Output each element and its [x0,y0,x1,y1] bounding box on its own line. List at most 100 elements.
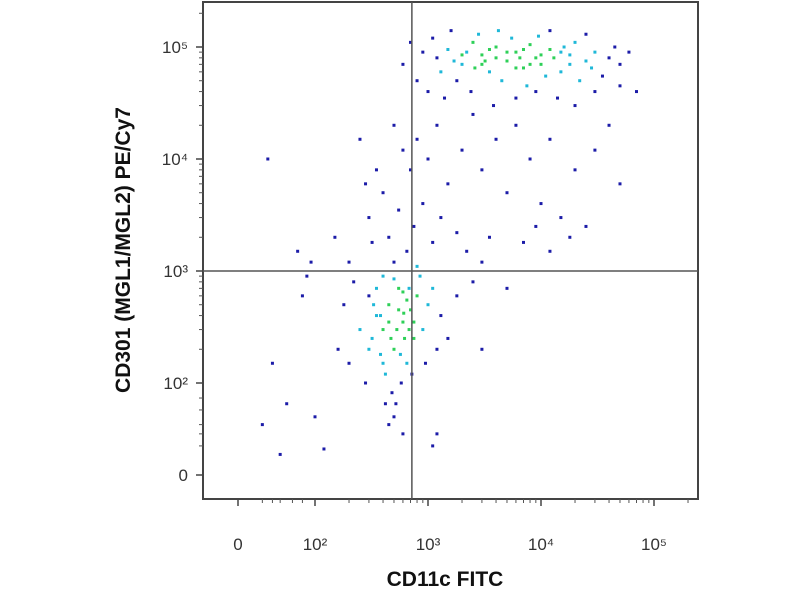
data-point [618,62,622,66]
y-tick-label: 10² [163,374,188,393]
data-point [568,62,572,66]
data-point [539,53,543,57]
data-point [548,47,552,51]
data-point [607,56,611,60]
data-point [374,168,378,172]
x-tick-label: 10² [303,535,328,554]
data-point [431,36,435,40]
data-point [510,36,514,40]
data-point [431,444,435,448]
data-point [446,47,450,51]
data-point [556,96,560,100]
data-point [423,361,427,365]
data-point [528,43,532,47]
data-point [405,249,409,253]
data-point [590,66,594,70]
data-point [584,59,588,63]
data-point [260,423,264,427]
data-point [412,336,416,340]
data-point [528,157,532,161]
data-point [514,123,518,127]
data-point [494,137,498,141]
data-point [539,62,543,66]
data-point [379,352,383,356]
data-point [449,29,453,33]
data-point [383,372,387,376]
data-point [421,202,425,206]
y-tick-label: 10⁴ [162,150,188,169]
data-point [370,336,374,340]
data-point [573,40,577,44]
data-point [460,53,464,57]
data-point [364,182,368,186]
data-point [573,104,577,108]
data-point [408,168,412,172]
data-point [521,240,525,244]
data-point [460,148,464,152]
data-point [494,45,498,49]
data-point [305,274,309,278]
data-point [536,34,540,38]
data-point [392,415,396,419]
data-point [483,59,487,63]
data-point [426,90,430,94]
data-point [270,361,274,365]
data-point [322,447,326,451]
data-point [562,45,566,49]
data-point [418,274,422,278]
data-point [452,59,456,63]
data-point [559,70,563,74]
data-point [627,50,631,54]
data-point [439,314,443,318]
data-point [313,415,317,419]
data-point [439,216,443,220]
data-point [401,62,405,66]
data-point [578,79,582,83]
data-point [387,423,391,427]
data-point [514,96,518,100]
data-point [584,224,588,228]
data-point [435,123,439,127]
data-point [342,303,346,307]
data-point [407,286,411,290]
x-tick-label: 0 [233,535,242,554]
data-point [402,311,406,315]
data-point [613,45,617,49]
data-point [397,286,401,290]
data-point [398,352,402,356]
data-point [500,79,504,83]
data-point [600,74,604,78]
x-tick-label: 10³ [416,535,441,554]
data-point [333,235,337,239]
data-point [534,224,538,228]
axis-ticks [196,12,689,506]
data-point [403,336,407,340]
data-point [618,84,622,88]
data-point [584,32,588,36]
data-point [390,391,394,395]
data-point [487,70,491,74]
data-point [455,79,459,83]
data-point [487,47,491,51]
data-point [401,290,405,294]
data-point [544,74,548,78]
data-point [352,280,356,284]
data-point [480,347,484,351]
y-tick-labels: 0 10² 10³ 10⁴ 10⁵ [162,38,189,485]
data-point [431,286,435,290]
data-point [309,260,313,264]
data-point [460,62,464,66]
data-point [392,123,396,127]
data-point [296,249,300,253]
data-point [514,50,518,54]
data-point [548,249,552,253]
data-point [505,286,509,290]
data-point [358,137,362,141]
data-point [401,320,405,324]
data-point [383,402,387,406]
data-point [471,112,475,116]
data-point [415,79,419,83]
plot-frame [202,1,699,500]
data-point [435,432,439,436]
data-point [408,40,412,44]
